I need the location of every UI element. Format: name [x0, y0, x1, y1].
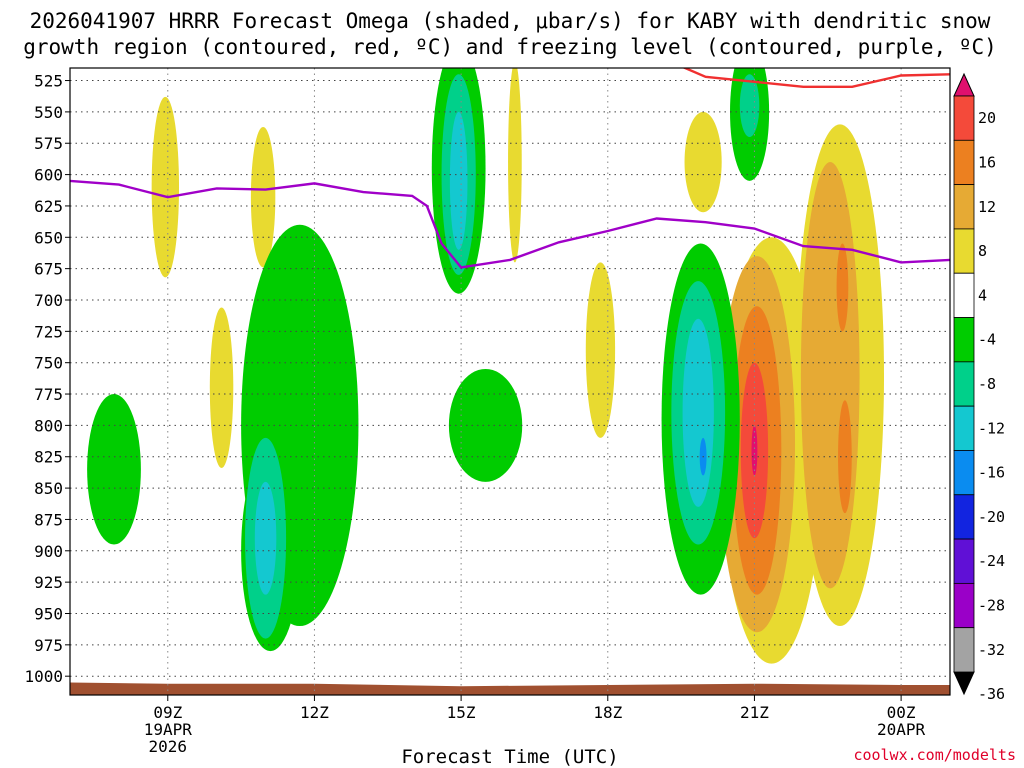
y-tick-label: 775	[34, 385, 63, 404]
colorbar-swatch	[953, 184, 975, 230]
omega-shade	[87, 394, 141, 545]
y-tick-label: 700	[34, 291, 63, 310]
x-tick-label: 20APR	[877, 720, 926, 739]
y-tick-label: 550	[34, 103, 63, 122]
y-axis-ticks: 525 550 575 600 625 650 675 700 725 750 775 800 825 8…	[24, 72, 70, 686]
omega-shade	[209, 307, 234, 469]
omega-shade	[751, 425, 758, 476]
colorbar-swatch	[953, 228, 975, 274]
surface-layer	[70, 682, 950, 695]
omega-shade	[800, 162, 860, 589]
colorbar-swatch	[953, 627, 975, 673]
plot-frame	[69, 67, 951, 696]
credit-text: coolwx.com/modelts	[853, 746, 1016, 764]
colorbar-label: 4	[978, 286, 987, 304]
x-tick-label: 21Z	[740, 703, 769, 722]
x-tick-label: 00Z	[887, 703, 916, 722]
y-tick-label: 925	[34, 573, 63, 592]
x-tick-label: 15Z	[447, 703, 476, 722]
y-tick-label: 975	[34, 636, 63, 655]
omega-shade	[151, 96, 180, 278]
omega-shade	[250, 126, 276, 268]
y-tick-label: 900	[34, 542, 63, 561]
dendritic-growth-contour	[682, 68, 950, 88]
y-tick-label: 750	[34, 354, 63, 373]
y-tick-label: 575	[34, 134, 63, 153]
colorbar-label: -28	[978, 597, 1005, 615]
x-tick-label: 2026	[149, 737, 188, 756]
colorbar-label: 8	[978, 242, 987, 260]
omega-shade	[838, 400, 852, 514]
colorbar-label: -24	[978, 552, 1005, 570]
y-tick-label: 950	[34, 604, 63, 623]
y-tick-label: 875	[34, 510, 63, 529]
x-axis-label: Forecast Time (UTC)	[401, 746, 618, 768]
omega-shade	[448, 368, 523, 482]
y-tick-label: 825	[34, 448, 63, 467]
freezing-level-contour	[70, 179, 950, 269]
colorbar-swatch	[953, 538, 975, 584]
y-tick-label: 600	[34, 166, 63, 185]
colorbar-label: -32	[978, 641, 1005, 659]
y-tick-label: 525	[34, 72, 63, 91]
colorbar-label: -12	[978, 419, 1005, 437]
omega-shade	[682, 318, 714, 507]
y-tick-label: 725	[34, 322, 63, 341]
omega-fields	[87, 68, 884, 664]
y-tick-label: 800	[34, 416, 63, 435]
colorbar-label: -20	[978, 508, 1005, 526]
colorbar-swatch	[953, 139, 975, 186]
colorbar-swatch	[953, 494, 975, 540]
omega-shade	[684, 111, 722, 213]
colorbar-bottom-arrow	[953, 671, 975, 696]
chart-title-line-1: 2026041907 HRRR Forecast Omega (shaded, …	[30, 9, 991, 33]
colorbar-swatch	[953, 317, 975, 363]
omega-shade	[254, 481, 277, 595]
colorbar-swatch	[953, 361, 975, 407]
x-tick-label: 19APR	[144, 720, 193, 739]
colorbar: 20 16 12 8 4 -4 -8 -12 -16 -20 -24 -28 -32 -36	[953, 72, 1005, 703]
colorbar-label: -4	[978, 331, 996, 349]
y-tick-label: 650	[34, 228, 63, 247]
omega-shade	[449, 111, 468, 250]
chart-title-line-2: growth region (contoured, red, ºC) and f…	[23, 35, 997, 59]
colorbar-swatch	[953, 450, 975, 496]
contour-lines	[70, 68, 950, 269]
y-tick-label: 1000	[24, 667, 63, 686]
colorbar-swatch	[953, 405, 975, 451]
colorbar-label: -16	[978, 464, 1005, 482]
colorbar-swatch	[953, 95, 975, 141]
x-tick-label: 18Z	[593, 703, 622, 722]
x-tick-label: 09Z	[153, 703, 182, 722]
y-tick-label: 675	[34, 260, 63, 279]
colorbar-label: 20	[978, 109, 996, 127]
colorbar-label: -36	[978, 685, 1005, 703]
y-tick-label: 850	[34, 479, 63, 498]
y-tick-label: 625	[34, 197, 63, 216]
surface-ground	[70, 682, 950, 695]
omega-shade	[508, 68, 522, 263]
colorbar-swatch	[953, 272, 975, 318]
omega-shade	[585, 262, 616, 438]
omega-shade	[739, 74, 760, 137]
grid-lines	[70, 68, 950, 695]
colorbar-label: 16	[978, 153, 996, 171]
colorbar-label: 12	[978, 198, 996, 216]
colorbar-label: -8	[978, 375, 996, 393]
x-tick-label: 12Z	[300, 703, 329, 722]
colorbar-top-arrow	[953, 72, 975, 97]
omega-shade	[836, 243, 849, 332]
colorbar-swatch	[953, 582, 975, 629]
